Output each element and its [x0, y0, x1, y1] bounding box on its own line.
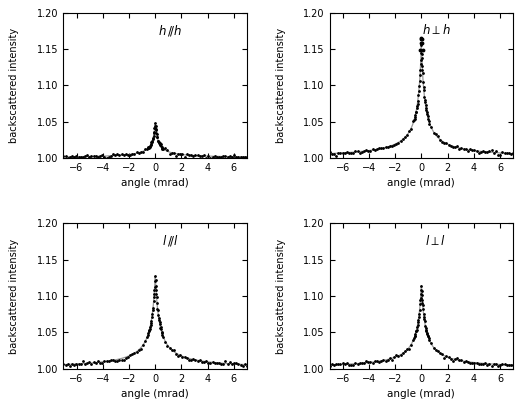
Text: $h \perp h$: $h \perp h$ — [422, 23, 451, 37]
X-axis label: angle (mrad): angle (mrad) — [387, 178, 455, 189]
Y-axis label: backscattered intensity: backscattered intensity — [276, 238, 286, 354]
X-axis label: angle (mrad): angle (mrad) — [121, 389, 189, 399]
X-axis label: angle (mrad): angle (mrad) — [121, 178, 189, 189]
Text: $h \,/\!/ h$: $h \,/\!/ h$ — [158, 23, 182, 38]
Y-axis label: backscattered intensity: backscattered intensity — [10, 238, 20, 354]
X-axis label: angle (mrad): angle (mrad) — [387, 389, 455, 399]
Text: $l \,/\!/ l$: $l \,/\!/ l$ — [162, 233, 178, 248]
Text: $l \perp l$: $l \perp l$ — [425, 234, 446, 248]
Y-axis label: backscattered intensity: backscattered intensity — [276, 28, 286, 143]
Y-axis label: backscattered intensity: backscattered intensity — [10, 28, 20, 143]
